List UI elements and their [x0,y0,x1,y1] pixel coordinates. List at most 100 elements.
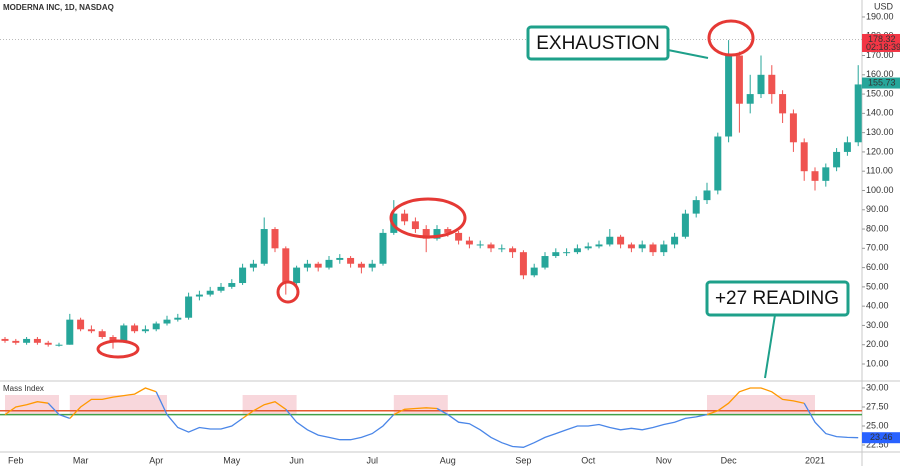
candle-body [401,213,409,222]
candle-body [217,286,225,291]
candle-body [282,248,290,284]
marks: 10.00 20.00 30.00 40.00 50.00 60.00 70.00 80.00… [0,11,900,465]
x-tick-label: Feb [8,455,24,465]
candle-body [455,232,463,241]
candle-body [843,142,851,152]
candle-body [141,329,149,332]
highlight-circle [707,19,755,57]
mass-index-line [393,407,438,416]
value-label: 23.46 [870,432,893,442]
mass-index-line [69,387,157,419]
candle-body [163,319,171,324]
candle-body [800,142,808,172]
candle-body [541,256,549,268]
candle-body [768,74,776,95]
candle-body [55,344,63,346]
candle-body [833,151,841,168]
y-tick-label: 100.00 [866,185,894,195]
y-tick-label: 170.00 [866,50,894,60]
y-tick-label: 160.00 [866,69,894,79]
candle-body [77,319,85,330]
candle-body [811,171,819,181]
candle-body [131,325,139,332]
candle-body [509,248,517,253]
y-tick-label: 25.00 [866,420,889,430]
x-tick-label: Aug [440,455,456,465]
y-tick-label: 90.00 [866,204,889,214]
candle-body [195,294,203,297]
mass-index-line [155,391,243,433]
x-tick-label: May [223,455,241,465]
x-tick-label: Nov [656,455,673,465]
y-tick-label: 150.00 [866,88,894,98]
candle-body [465,240,473,245]
candle-body [660,244,668,253]
candle-body [552,252,560,257]
y-tick-label: 60.00 [866,262,889,272]
candle-body [822,167,830,181]
candle-body [152,323,160,330]
highlight-zone [5,395,59,415]
candle-body [411,221,419,230]
candle-body [228,283,236,287]
mass-index-line [242,400,287,419]
candle-body [239,267,247,284]
highlight-circle [389,197,467,239]
x-tick-label: Sep [515,455,531,465]
indicator-title: Mass Index [3,384,44,393]
countdown-label: 02:18:39 [866,42,900,52]
candle-body [174,317,182,320]
candle-body [627,244,635,249]
candle-body [433,229,441,239]
candle-body [314,263,322,268]
y-tick-label: 190.00 [866,11,894,21]
y-tick-label: 30.00 [866,320,889,330]
candle-body [584,246,592,249]
mass-index-line [803,402,859,439]
candle-body [33,338,41,343]
candle-body [692,200,700,214]
price-label-box [862,77,900,89]
value-label-box [862,432,900,444]
x-tick-label: Mar [73,455,89,465]
y-tick-label: 120.00 [866,146,894,156]
candle-body [347,257,355,264]
y-tick-label: 20.00 [866,339,889,349]
candle-body [357,263,365,268]
candle-body [422,229,430,239]
callout-text: +27 READING [715,288,839,309]
candle-body [746,94,754,104]
candle-body [681,213,689,237]
candle-body [638,244,646,249]
price-label: 155.73 [868,77,896,87]
symbol-title: MODERNA INC, 1D, NASDAQ [3,3,114,12]
y-tick-label: 10.00 [866,358,889,368]
candle-body [336,257,344,260]
candle-body [498,248,506,250]
callout-pointer [764,314,776,379]
mass-index-line [4,401,49,416]
candle-body [476,244,484,246]
candle-body [66,319,74,345]
y-tick-label: 140.00 [866,108,894,118]
candle-body [714,136,722,191]
candle-body [595,244,603,247]
candle-body [519,252,527,276]
highlight-circle [276,280,300,304]
candle-body [444,229,452,233]
callout-pointer [667,49,709,59]
candle-body [120,325,128,341]
candle-body [573,248,581,253]
x-tick-label: Apr [149,455,163,465]
x-tick-label: Dec [721,455,738,465]
mass-index-line [285,408,395,441]
candle-body [606,236,614,245]
candle-body [854,84,862,143]
candle-body [789,113,797,143]
candle-body [271,229,279,249]
callout-text: EXHAUSTION [536,33,660,54]
candle-body [303,263,311,268]
candle-body [206,290,214,295]
